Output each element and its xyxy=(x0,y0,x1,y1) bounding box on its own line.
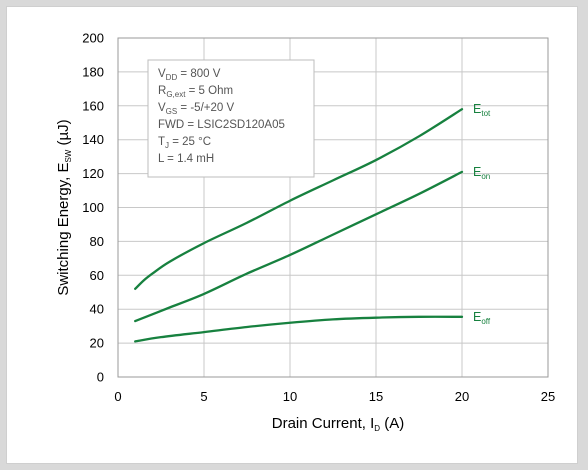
annotation-line: RG,ext = 5 Ohm xyxy=(158,85,233,99)
y-tick-label: 140 xyxy=(82,132,104,147)
series-line-tot xyxy=(134,108,464,291)
series-line-off xyxy=(134,315,464,343)
x-tick-label: 5 xyxy=(200,389,207,404)
y-tick-label: 200 xyxy=(82,31,104,46)
series-label-tot: Etot xyxy=(473,102,491,118)
y-tick-label: 20 xyxy=(90,336,104,351)
annotation-line: L = 1.4 mH xyxy=(158,153,214,165)
x-tick-label: 25 xyxy=(541,389,555,404)
y-tick-label: 120 xyxy=(82,166,104,181)
conditions-annotation-box: VDD = 800 V RG,ext = 5 Ohm VGS = -5/+20 V F… xyxy=(147,59,315,178)
series-group: Etot Eon Eoff xyxy=(134,102,491,343)
x-tick-label: 0 xyxy=(114,389,121,404)
annotation-line: VGS = -5/+20 V xyxy=(158,102,234,116)
annotation-box xyxy=(147,59,315,178)
series-label-on: Eon xyxy=(473,165,490,181)
plot-area xyxy=(117,37,549,378)
y-tick-label: 0 xyxy=(97,370,104,385)
series-line-on xyxy=(134,170,464,323)
annotation-line: TJ = 25 °C xyxy=(158,136,211,150)
y-tick-label: 80 xyxy=(90,234,104,249)
x-tick-label: 15 xyxy=(369,389,383,404)
y-axis-label: Switching Energy, ESW (µJ) xyxy=(55,119,73,295)
y-tick-label: 60 xyxy=(90,268,104,283)
y-tick-label: 40 xyxy=(90,302,104,317)
annotation-line: FWD = LSIC2SD120A05 xyxy=(158,119,285,131)
annotation-line: VDD = 800 V xyxy=(158,68,221,82)
y-tick-label: 160 xyxy=(82,98,104,113)
tick-labels: 0 20 40 60 80 100 120 140 160 180 200 0 5 10 15 20 25 xyxy=(82,31,555,405)
y-tick-label: 180 xyxy=(82,64,104,79)
plot-border xyxy=(117,37,549,378)
y-tick-label: 100 xyxy=(82,200,104,215)
x-tick-label: 10 xyxy=(283,389,297,404)
series-label-off: Eoff xyxy=(473,310,491,326)
axis-labels: Drain Current, ID (A) Switching Energy, E… xyxy=(55,119,404,433)
x-tick-label: 20 xyxy=(455,389,469,404)
x-axis-label: Drain Current, ID (A) xyxy=(272,415,405,433)
